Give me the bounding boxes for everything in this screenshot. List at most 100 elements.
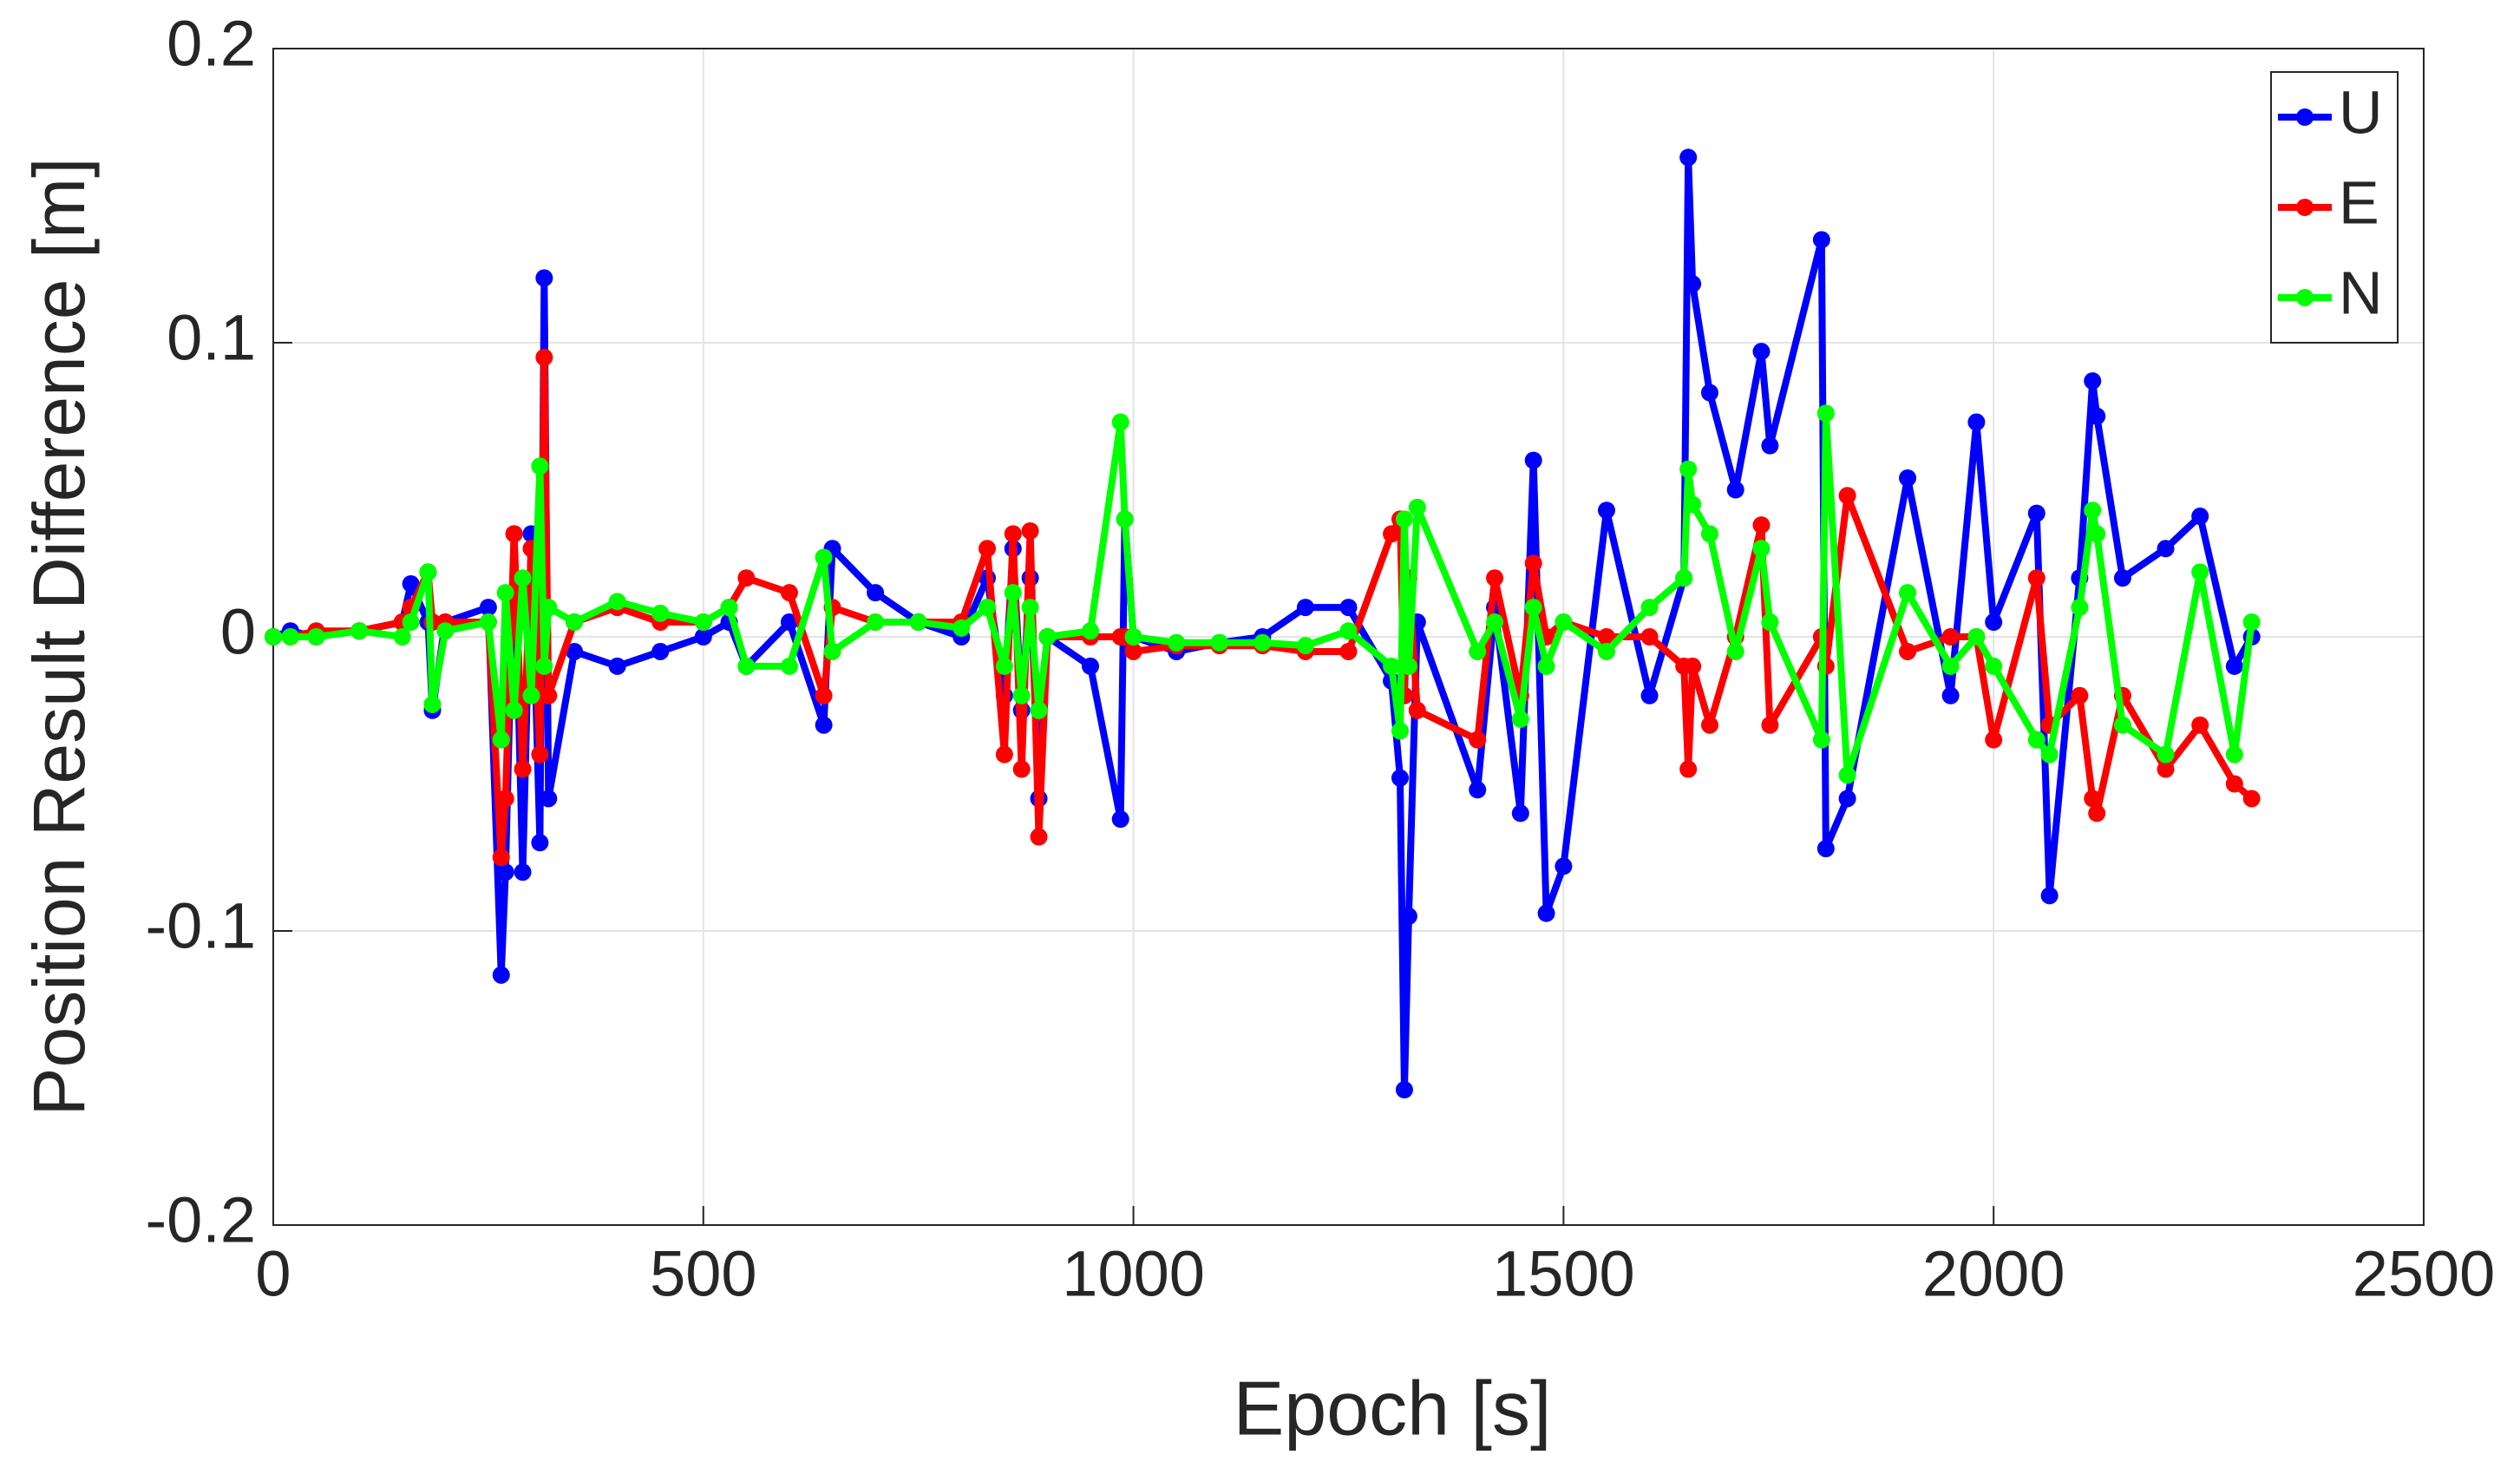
x-axis-label: Epoch [s]: [1234, 1365, 1552, 1451]
marker: [1395, 1081, 1413, 1099]
marker: [1675, 569, 1693, 587]
marker: [1816, 404, 1835, 423]
marker: [979, 599, 997, 617]
marker: [2040, 887, 2059, 905]
marker: [2157, 760, 2175, 778]
marker: [651, 604, 670, 622]
marker: [531, 457, 549, 475]
marker: [1679, 148, 1698, 167]
marker: [995, 745, 1013, 763]
marker: [909, 613, 927, 632]
marker: [1899, 469, 1917, 487]
marker: [1012, 760, 1031, 778]
marker: [2242, 613, 2261, 632]
marker: [1395, 510, 1413, 528]
marker: [535, 348, 553, 366]
marker: [1012, 686, 1031, 704]
marker: [694, 628, 712, 645]
marker: [737, 569, 756, 587]
marker: [1038, 628, 1057, 645]
marker: [1383, 657, 1401, 675]
marker: [1030, 828, 1048, 846]
marker: [1210, 633, 1228, 652]
marker: [531, 745, 549, 763]
legend-label: E: [2339, 168, 2379, 236]
marker: [265, 628, 282, 645]
marker: [1168, 633, 1186, 652]
marker: [505, 525, 523, 543]
y-tick-label: 0: [220, 596, 256, 668]
marker: [815, 686, 833, 704]
marker: [540, 686, 558, 704]
marker: [1391, 722, 1409, 740]
marker: [1524, 554, 1542, 573]
y-tick-label: 0.1: [167, 302, 256, 374]
marker: [1469, 781, 1487, 799]
marker: [1124, 628, 1142, 645]
marker: [1469, 731, 1487, 749]
marker: [1679, 760, 1698, 778]
marker: [1030, 701, 1048, 719]
marker: [815, 548, 833, 567]
marker: [1838, 487, 1856, 505]
marker: [2242, 790, 2261, 808]
marker: [1339, 599, 1358, 617]
x-tick-label: 2500: [2353, 1238, 2496, 1310]
marker: [2225, 775, 2243, 793]
marker: [1684, 657, 1702, 675]
marker: [2040, 745, 2059, 763]
marker: [505, 701, 523, 719]
marker: [1838, 766, 1856, 784]
marker: [1700, 716, 1718, 734]
marker: [1555, 857, 1573, 875]
marker: [1511, 710, 1529, 728]
marker: [1761, 436, 1779, 455]
marker: [1679, 460, 1698, 478]
marker: [1116, 510, 1134, 528]
marker: [1004, 584, 1022, 602]
marker: [1111, 413, 1129, 431]
marker: [514, 863, 532, 881]
marker: [867, 613, 885, 632]
marker: [566, 642, 584, 660]
marker: [1700, 383, 1718, 402]
marker: [2027, 504, 2045, 522]
marker: [1391, 769, 1409, 787]
marker: [2225, 745, 2243, 763]
marker: [307, 628, 325, 645]
marker: [1899, 642, 1917, 660]
marker: [1555, 613, 1573, 632]
marker: [1111, 810, 1129, 829]
x-tick-label: 0: [255, 1238, 291, 1310]
legend-label: U: [2339, 78, 2383, 146]
marker: [1967, 413, 1986, 431]
marker: [1941, 686, 1960, 704]
marker: [540, 790, 558, 808]
marker: [479, 613, 497, 632]
marker: [1967, 628, 1986, 645]
marker: [1082, 622, 1100, 640]
marker: [1838, 790, 1856, 808]
marker: [1253, 633, 1272, 652]
marker: [402, 574, 420, 593]
marker: [1941, 657, 1960, 675]
marker: [1684, 495, 1702, 514]
marker: [1537, 904, 1555, 922]
marker: [1816, 840, 1835, 858]
marker: [531, 834, 549, 852]
marker: [815, 716, 833, 734]
marker: [952, 619, 971, 637]
marker: [1524, 599, 1542, 617]
x-tick-label: 1000: [1062, 1238, 1205, 1310]
marker: [479, 599, 497, 617]
marker: [1004, 525, 1022, 543]
marker: [566, 613, 584, 632]
marker: [1339, 622, 1358, 640]
marker: [1339, 642, 1358, 660]
marker: [492, 731, 510, 749]
marker: [1021, 599, 1039, 617]
marker: [1761, 716, 1779, 734]
marker: [1524, 451, 1542, 469]
marker: [1640, 599, 1659, 617]
